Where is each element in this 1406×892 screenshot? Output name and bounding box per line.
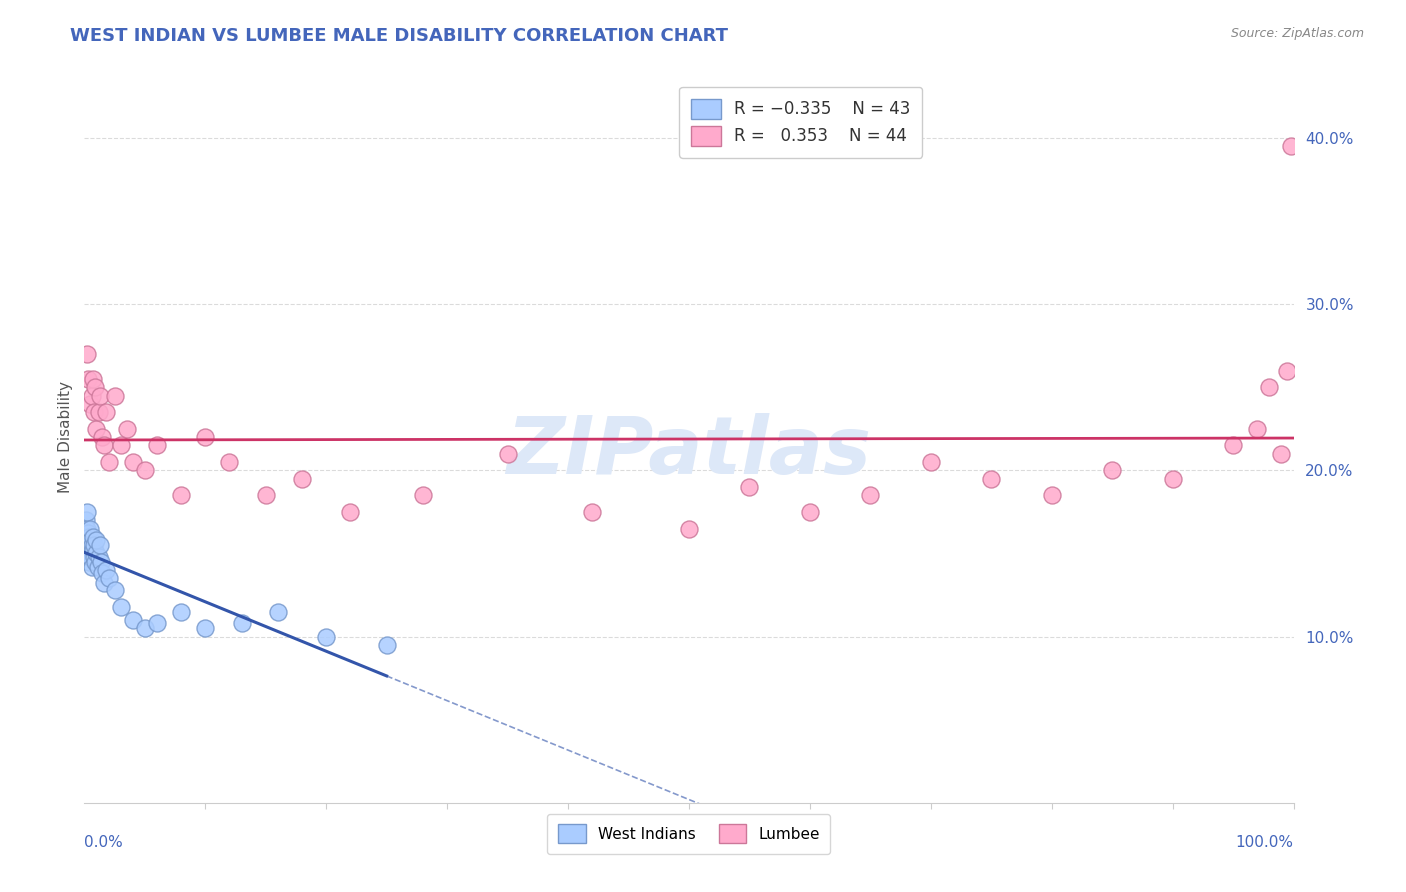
Point [134, 621, 156, 635]
Point [1279, 139, 1302, 153]
Point [80, 388, 103, 402]
Point [83, 405, 105, 419]
Point [170, 605, 193, 619]
Point [84, 380, 107, 394]
Point [76, 505, 98, 519]
Point [82, 530, 104, 544]
Point [83, 538, 105, 552]
Point [77, 538, 100, 552]
Point [82, 372, 104, 386]
Point [82, 543, 104, 558]
Point [375, 638, 398, 652]
Point [121, 613, 143, 627]
Point [115, 422, 138, 436]
Point [79, 521, 101, 535]
Point [80, 538, 103, 552]
Point [1258, 380, 1281, 394]
Point [412, 488, 434, 502]
Point [134, 463, 156, 477]
Point [1161, 472, 1184, 486]
Point [76, 521, 98, 535]
Point [194, 621, 217, 635]
Point [146, 438, 169, 452]
Point [94, 405, 117, 419]
Point [920, 455, 942, 469]
Point [79, 549, 101, 564]
Point [80, 559, 103, 574]
Point [79, 397, 101, 411]
Point [97, 571, 120, 585]
Point [267, 605, 290, 619]
Y-axis label: Male Disability: Male Disability [58, 381, 73, 493]
Point [1270, 447, 1292, 461]
Point [170, 488, 193, 502]
Point [86, 546, 108, 560]
Point [291, 472, 314, 486]
Point [84, 555, 107, 569]
Point [110, 438, 132, 452]
Point [86, 559, 108, 574]
Point [77, 543, 100, 558]
Legend: West Indians, Lumbee: West Indians, Lumbee [547, 814, 831, 854]
Point [1222, 438, 1244, 452]
Point [194, 430, 217, 444]
Point [86, 533, 108, 548]
Point [75, 513, 97, 527]
Point [93, 438, 115, 452]
Point [859, 488, 882, 502]
Point [110, 599, 132, 614]
Point [1277, 363, 1299, 377]
Text: WEST INDIAN VS LUMBEE MALE DISABILITY CORRELATION CHART: WEST INDIAN VS LUMBEE MALE DISABILITY CO… [70, 27, 728, 45]
Point [980, 472, 1002, 486]
Point [678, 521, 700, 535]
Point [581, 505, 603, 519]
Text: 0.0%: 0.0% [84, 835, 124, 850]
Point [1246, 422, 1268, 436]
Point [496, 447, 519, 461]
Point [315, 630, 337, 644]
Point [146, 616, 169, 631]
Point [97, 455, 120, 469]
Point [104, 582, 127, 597]
Point [218, 455, 240, 469]
Point [83, 549, 105, 564]
Point [77, 549, 100, 564]
Point [89, 538, 111, 552]
Point [93, 576, 115, 591]
Point [77, 555, 100, 569]
Point [1101, 463, 1123, 477]
Point [94, 563, 117, 577]
Point [87, 549, 110, 564]
Text: 100.0%: 100.0% [1236, 835, 1294, 850]
Point [121, 455, 143, 469]
Point [90, 555, 112, 569]
Point [799, 505, 821, 519]
Point [91, 430, 114, 444]
Text: Source: ZipAtlas.com: Source: ZipAtlas.com [1230, 27, 1364, 40]
Point [77, 530, 100, 544]
Point [339, 505, 361, 519]
Point [77, 533, 100, 548]
Point [76, 347, 98, 361]
Point [75, 538, 97, 552]
Point [76, 546, 98, 560]
Point [79, 533, 101, 548]
Point [738, 480, 761, 494]
Point [254, 488, 277, 502]
Point [91, 566, 114, 581]
Point [86, 422, 108, 436]
Text: ZIPatlas: ZIPatlas [506, 413, 872, 491]
Point [1040, 488, 1063, 502]
Point [104, 388, 127, 402]
Point [77, 526, 100, 541]
Point [87, 405, 110, 419]
Point [77, 372, 100, 386]
Point [231, 616, 253, 631]
Point [89, 388, 111, 402]
